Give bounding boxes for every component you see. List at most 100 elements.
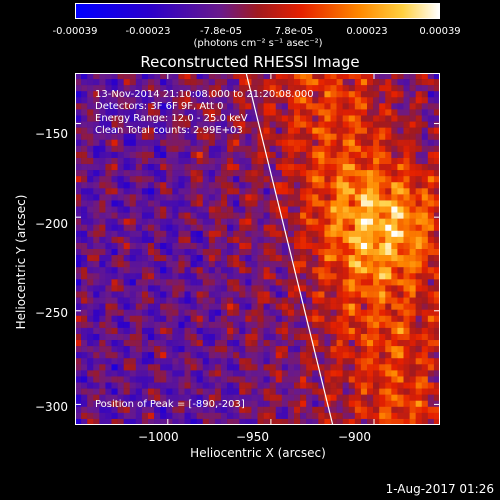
heatmap-cell [251,315,258,323]
heatmap-cell [367,249,374,256]
heatmap-cell [99,91,106,98]
heatmap-cell [99,333,106,341]
heatmap-cell [184,206,191,213]
heatmap-cell [178,249,185,256]
heatmap-cell [427,176,435,183]
heatmap-cell [160,333,167,341]
heatmap-cell [141,151,149,159]
heatmap-cell [190,170,197,177]
heatmap-cell [306,382,313,389]
heatmap-cell [196,133,204,141]
heatmap-cell [294,358,301,365]
heatmap-cell [166,206,173,213]
heatmap-cell [75,297,82,304]
heatmap-cell [294,200,301,207]
heatmap-cell [93,164,100,171]
heatmap-cell [208,230,216,238]
heatmap-cell [348,230,356,238]
heatmap-cell [208,200,216,207]
heatmap-cell [196,291,204,298]
heatmap-cell [227,352,234,359]
heatmap-cell [312,321,319,329]
heatmap-cell [233,145,240,153]
heatmap-cell [105,267,112,274]
heatmap-cell [415,170,423,177]
heatmap-cell [208,236,216,244]
heatmap-cell [172,376,179,383]
heatmap-cell [184,121,191,128]
heatmap-cell [409,164,416,171]
heatmap-cell [87,97,94,104]
heatmap-cell [87,194,94,201]
heatmap-cell [190,236,197,244]
heatmap-cell [221,267,228,274]
heatmap-cell [233,346,240,353]
heatmap-cell [190,85,197,92]
heatmap-cell [306,412,313,420]
heatmap-cell [300,370,307,377]
heatmap-cell [190,267,197,274]
heatmap-cell [373,376,380,383]
heatmap-cell [269,297,277,304]
heatmap-cell [354,273,362,280]
heatmap-cell [275,230,283,238]
heatmap-cell [403,376,410,383]
heatmap-cell [141,206,149,213]
heatmap-cell [318,358,325,365]
heatmap-cell [141,182,149,189]
heatmap-cell [312,224,319,232]
colorbar-units-label: (photons cm⁻² s⁻¹ asec⁻²) [193,38,323,49]
heatmap-cell [415,261,423,268]
heatmap-cell [99,194,106,201]
heatmap-cell [373,73,380,80]
heatmap-cell [202,346,210,353]
heatmap-cell [287,394,295,402]
heatmap-cell [141,145,149,153]
heatmap-cell [75,73,82,80]
heatmap-cell [172,85,179,92]
heatmap-cell [360,230,368,238]
heatmap-cell [172,406,179,414]
heatmap-cell [275,358,283,365]
heatmap-cell [342,388,350,395]
colorbar [75,3,440,19]
heatmap-cell [208,91,216,98]
heatmap-cell [300,285,307,292]
heatmap-cell [178,200,185,207]
heatmap-cell [160,230,167,238]
heatmap-cell [409,182,416,189]
heatmap-cell [367,91,374,98]
heatmap-cell [275,376,283,383]
heatmap-cell [117,364,124,371]
heatmap-cell [391,309,398,317]
heatmap-cell [427,109,435,116]
heatmap-cell [196,364,204,371]
heatmap-cell [306,340,313,347]
heatmap-cell [141,364,149,371]
heatmap-cell [269,321,277,329]
heatmap-cell [263,321,270,329]
heatmap-cell [348,315,356,323]
heatmap-cell [360,412,368,420]
heatmap-cell [141,212,149,219]
heatmap-cell [93,261,100,268]
heatmap-cell [214,394,222,402]
heatmap-cell [227,267,234,274]
heatmap-cell [160,115,167,122]
heatmap-cell [385,370,392,377]
heatmap-cell [81,91,88,98]
heatmap-cell [342,376,350,383]
heatmap-cell [221,194,228,201]
heatmap-cell [148,358,155,365]
heatmap-cell [160,249,167,256]
heatmap-cell [360,236,368,244]
heatmap-cell [166,151,173,159]
heatmap-cell [172,230,179,238]
heatmap-cell [300,164,307,171]
heatmap-cell [275,170,283,177]
heatmap-cell [105,79,112,86]
heatmap-cell [312,340,319,347]
heatmap-cell [233,340,240,347]
heatmap-cell [373,267,380,274]
heatmap-cell [373,182,380,189]
